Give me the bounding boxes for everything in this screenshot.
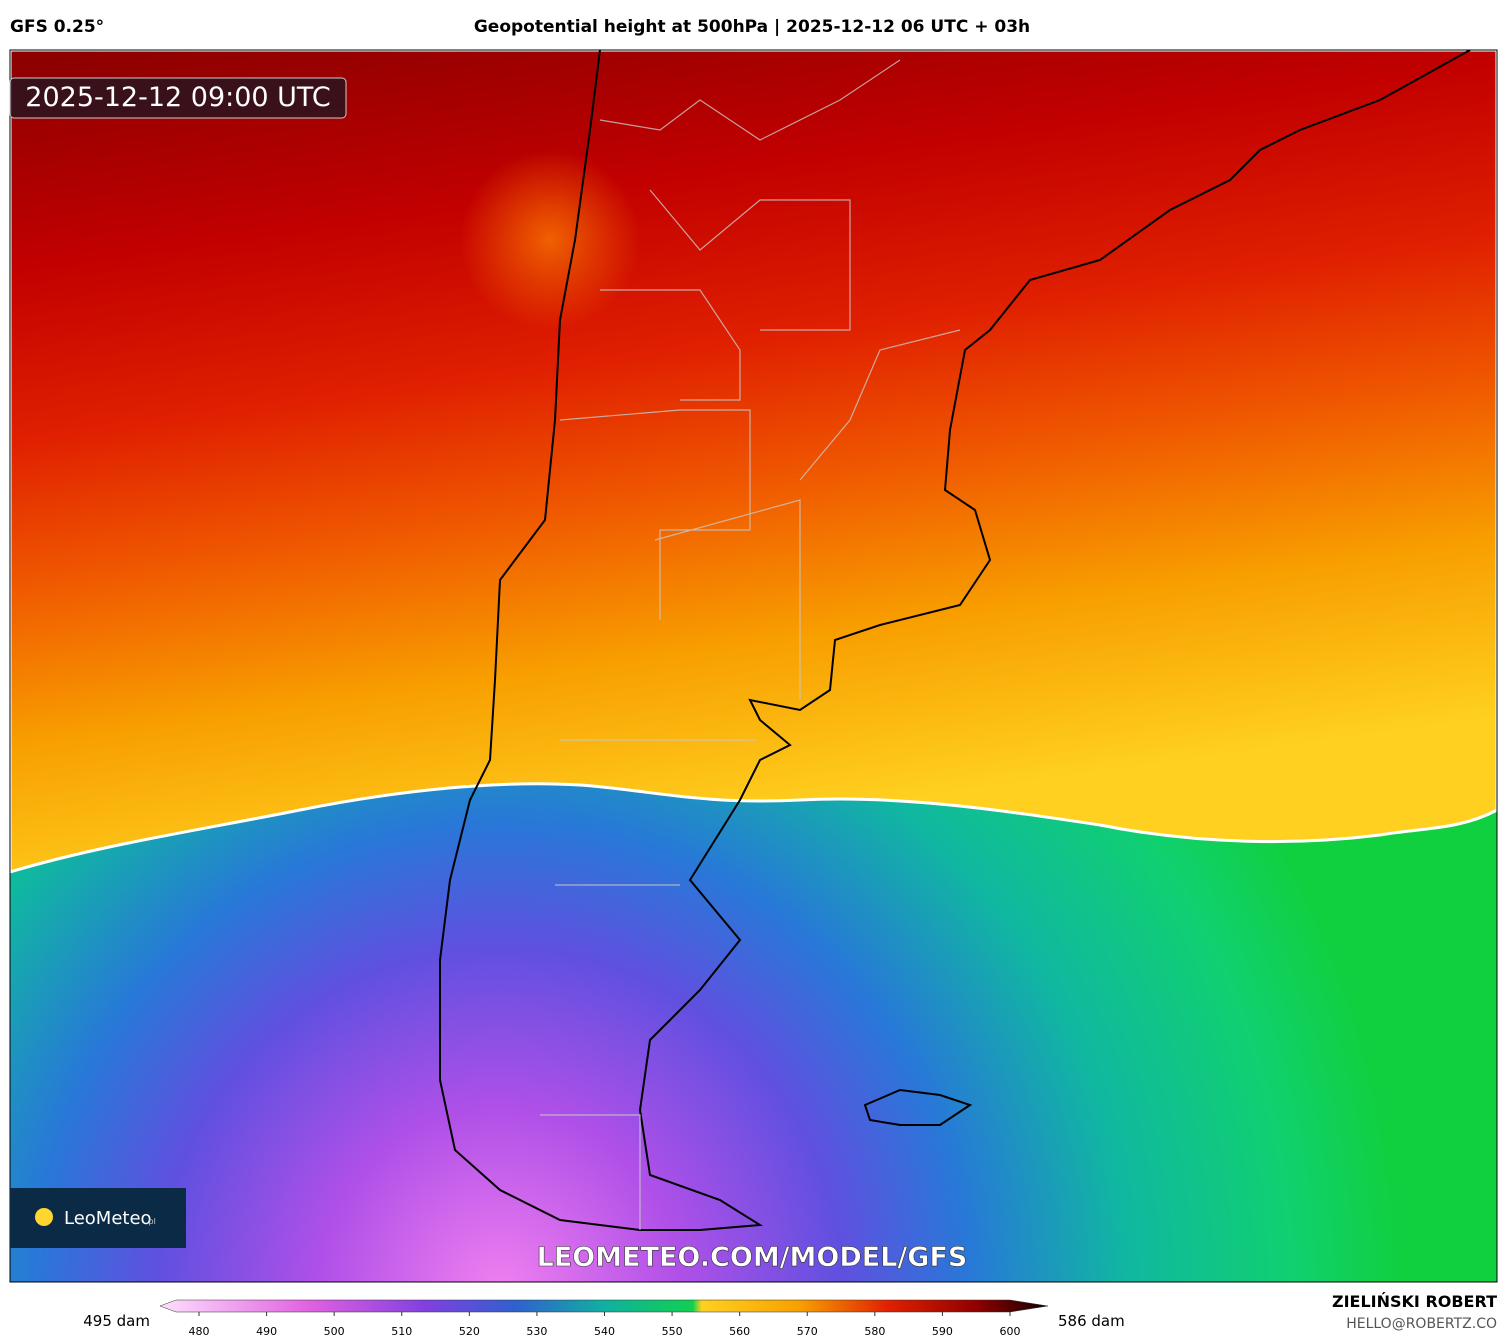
- credit-email: HELLO@ROBERTZ.CO: [1346, 1316, 1497, 1332]
- colorbar-tick-label: 490: [256, 1325, 277, 1338]
- colorbar-tick-label: 580: [864, 1325, 885, 1338]
- model-label: GFS 0.25°: [10, 17, 104, 37]
- coastline: [439, 50, 1471, 1231]
- colorbar-tick-label: 500: [324, 1325, 345, 1338]
- borders: [540, 59, 961, 1230]
- watermark: LEOMETEO.COM/MODEL/GFS: [537, 1242, 968, 1273]
- height-maximum: [10, 50, 1497, 1282]
- logo-brand: LeoMeteo: [64, 1208, 152, 1229]
- colorbar-tick-label: 550: [662, 1325, 683, 1338]
- colorbar-max-label: 586 dam: [1058, 1312, 1125, 1330]
- map-frame: [9, 49, 1498, 1283]
- colorbar: [159, 1299, 1049, 1313]
- colorbar-min-label: 495 dam: [83, 1312, 150, 1330]
- colorbar-tick-label: 570: [797, 1325, 818, 1338]
- colorbar-tick-label: 530: [526, 1325, 547, 1338]
- colorbar-ticks: 480 490 500 510 520 530 540 550 560 570 580 590 600: [189, 1312, 1021, 1338]
- colorbar-tick-label: 560: [729, 1325, 750, 1338]
- timestamp: 2025-12-12 09:00 UTC: [25, 82, 330, 113]
- colorbar-tick-label: 590: [932, 1325, 953, 1338]
- colorbar-tick-label: 540: [594, 1325, 615, 1338]
- colorbar-tick-label: 510: [391, 1325, 412, 1338]
- timestamp-box: [9, 77, 347, 119]
- colorbar-tick-label: 600: [1000, 1325, 1021, 1338]
- logo-sun: [35, 1208, 53, 1226]
- credit-name: ZIELIŃSKI ROBERT: [1332, 1292, 1497, 1311]
- colorbar-tick-label: 480: [189, 1325, 210, 1338]
- map-title: Geopotential height at 500hPa | 2025-12-…: [474, 17, 1030, 37]
- falkland-islands: [863, 1088, 973, 1126]
- logo-suffix: .pl: [146, 1217, 156, 1226]
- colorbar-tick-label: 520: [459, 1325, 480, 1338]
- map-field: [10, 50, 1497, 1282]
